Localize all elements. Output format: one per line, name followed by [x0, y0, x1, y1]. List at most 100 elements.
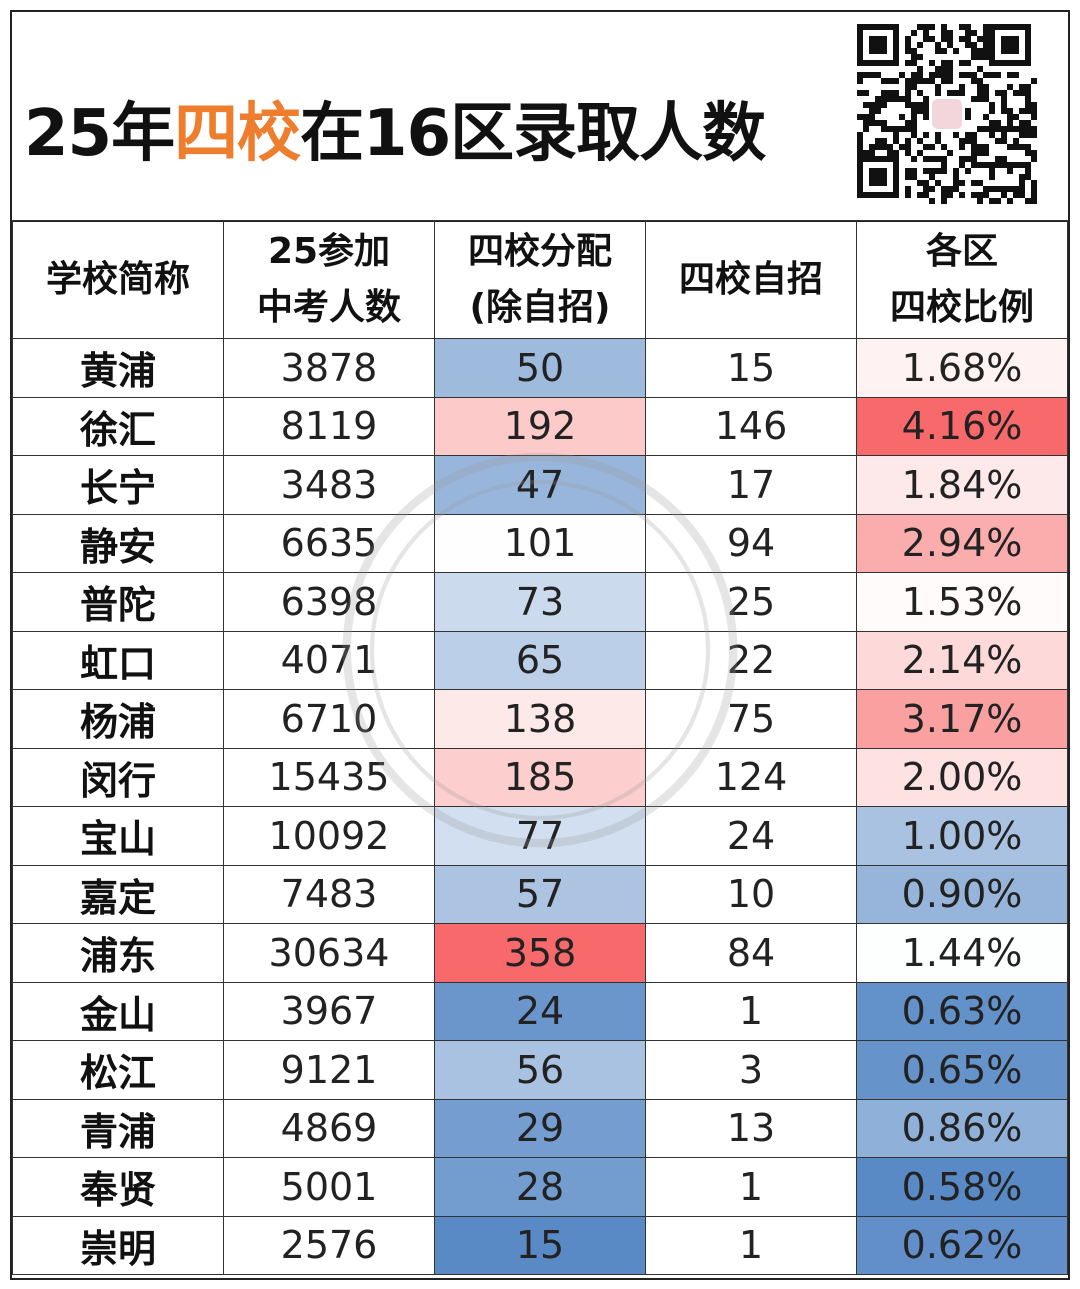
cell-self: 13: [645, 1098, 857, 1158]
cell-ratio: 2.94%: [856, 513, 1068, 573]
cell-self: 84: [645, 923, 857, 983]
cell-allocation: 47: [434, 455, 646, 515]
cell-allocation: 101: [434, 513, 646, 573]
header-line: 25参加: [267, 230, 391, 272]
header-line: 学校简称: [45, 258, 190, 300]
cell-students: 30634: [223, 923, 435, 983]
table-row: 崇明 2576 15 1 0.62%: [12, 1215, 1068, 1275]
cell-allocation: 358: [434, 923, 646, 983]
cell-students: 3967: [223, 981, 435, 1041]
cell-district: 静安: [12, 513, 224, 573]
cell-allocation: 138: [434, 689, 646, 749]
cell-self: 146: [645, 396, 857, 456]
table-row: 虹口 4071 65 22 2.14%: [12, 630, 1068, 690]
cell-students: 15435: [223, 747, 435, 807]
table-row: 长宁 3483 47 17 1.84%: [12, 455, 1068, 515]
cell-self: 1: [645, 981, 857, 1041]
cell-students: 6710: [223, 689, 435, 749]
qr-code-icon: [857, 24, 1037, 204]
cell-students: 2576: [223, 1215, 435, 1275]
cell-district: 松江: [12, 1040, 224, 1100]
table-frame: 25年四校在16区录取人数 学校简称 25参加 中考人数 四校分配 (除自招) 四校自招各…: [10, 10, 1070, 1280]
cell-district: 普陀: [12, 572, 224, 632]
page-title: 25年四校在16区录取人数: [24, 82, 766, 174]
header-line: (除自招): [469, 286, 611, 328]
column-header: 四校分配 (除自招): [434, 220, 646, 339]
cell-self: 10: [645, 864, 857, 924]
cell-allocation: 28: [434, 1157, 646, 1217]
cell-self: 3: [645, 1040, 857, 1100]
cell-ratio: 0.62%: [856, 1215, 1068, 1275]
table-row: 金山 3967 24 1 0.63%: [12, 981, 1068, 1041]
cell-self: 17: [645, 455, 857, 515]
title-highlight: 四校: [174, 97, 301, 171]
cell-ratio: 1.53%: [856, 572, 1068, 632]
cell-allocation: 29: [434, 1098, 646, 1158]
header-line: 四校比例: [889, 286, 1034, 328]
cell-self: 75: [645, 689, 857, 749]
cell-allocation: 192: [434, 396, 646, 456]
header-line: 四校分配: [467, 230, 612, 272]
cell-district: 青浦: [12, 1098, 224, 1158]
table-row: 宝山 10092 77 24 1.00%: [12, 806, 1068, 866]
cell-students: 3483: [223, 455, 435, 515]
cell-students: 5001: [223, 1157, 435, 1217]
cell-self: 25: [645, 572, 857, 632]
cell-allocation: 65: [434, 630, 646, 690]
cell-allocation: 57: [434, 864, 646, 924]
cell-allocation: 24: [434, 981, 646, 1041]
cell-district: 黄浦: [12, 338, 224, 398]
cell-ratio: 1.00%: [856, 806, 1068, 866]
cell-self: 94: [645, 513, 857, 573]
cell-allocation: 73: [434, 572, 646, 632]
cell-district: 嘉定: [12, 864, 224, 924]
cell-district: 长宁: [12, 455, 224, 515]
table-row: 闵行 15435 185 124 2.00%: [12, 747, 1068, 807]
cell-district: 宝山: [12, 806, 224, 866]
cell-students: 4869: [223, 1098, 435, 1158]
cell-students: 8119: [223, 396, 435, 456]
cell-self: 24: [645, 806, 857, 866]
table-row: 徐汇 8119 192 146 4.16%: [12, 396, 1068, 456]
admission-table: 学校简称 25参加 中考人数 四校分配 (除自招) 四校自招 各区 四校比例 黄浦 3878 50…: [12, 220, 1068, 1275]
cell-district: 徐汇: [12, 396, 224, 456]
cell-students: 9121: [223, 1040, 435, 1100]
header-row: 学校简称 25参加 中考人数 四校分配 (除自招) 四校自招 各区 四校比例: [12, 220, 1068, 339]
header-line: 四校自招: [678, 258, 823, 300]
cell-ratio: 0.65%: [856, 1040, 1068, 1100]
cell-self: 1: [645, 1157, 857, 1217]
column-header: 25参加中考人数: [223, 220, 435, 339]
header-line: 各区: [925, 230, 998, 272]
cell-district: 崇明: [12, 1215, 224, 1275]
cell-ratio: 0.86%: [856, 1098, 1068, 1158]
cell-ratio: 1.44%: [856, 923, 1068, 983]
cell-allocation: 15: [434, 1215, 646, 1275]
cell-students: 6398: [223, 572, 435, 632]
cell-ratio: 0.58%: [856, 1157, 1068, 1217]
cell-ratio: 0.63%: [856, 981, 1068, 1041]
cell-students: 7483: [223, 864, 435, 924]
table-row: 嘉定 7483 57 10 0.90%: [12, 864, 1068, 924]
cell-district: 杨浦: [12, 689, 224, 749]
cell-ratio: 3.17%: [856, 689, 1068, 749]
table-row: 黄浦 3878 50 15 1.68%: [12, 338, 1068, 398]
table-row: 杨浦 6710 138 75 3.17%: [12, 689, 1068, 749]
cell-students: 6635: [223, 513, 435, 573]
cell-students: 3878: [223, 338, 435, 398]
column-header: 各区 四校比例: [856, 220, 1068, 339]
column-header: 学校简称: [12, 220, 224, 339]
title-prefix: 25年: [24, 97, 175, 171]
cell-ratio: 2.00%: [856, 747, 1068, 807]
cell-self: 22: [645, 630, 857, 690]
cell-ratio: 2.14%: [856, 630, 1068, 690]
header-line: 中考人数: [256, 286, 401, 328]
cell-ratio: 1.68%: [856, 338, 1068, 398]
title-suffix: 在16区录取人数: [300, 97, 766, 171]
table-row: 松江 9121 56 3 0.65%: [12, 1040, 1068, 1100]
cell-district: 浦东: [12, 923, 224, 983]
title-row: 25年四校在16区录取人数: [12, 12, 1068, 222]
table-row: 青浦 4869 29 13 0.86%: [12, 1098, 1068, 1158]
cell-students: 10092: [223, 806, 435, 866]
cell-allocation: 50: [434, 338, 646, 398]
column-header: 四校自招: [645, 220, 857, 339]
